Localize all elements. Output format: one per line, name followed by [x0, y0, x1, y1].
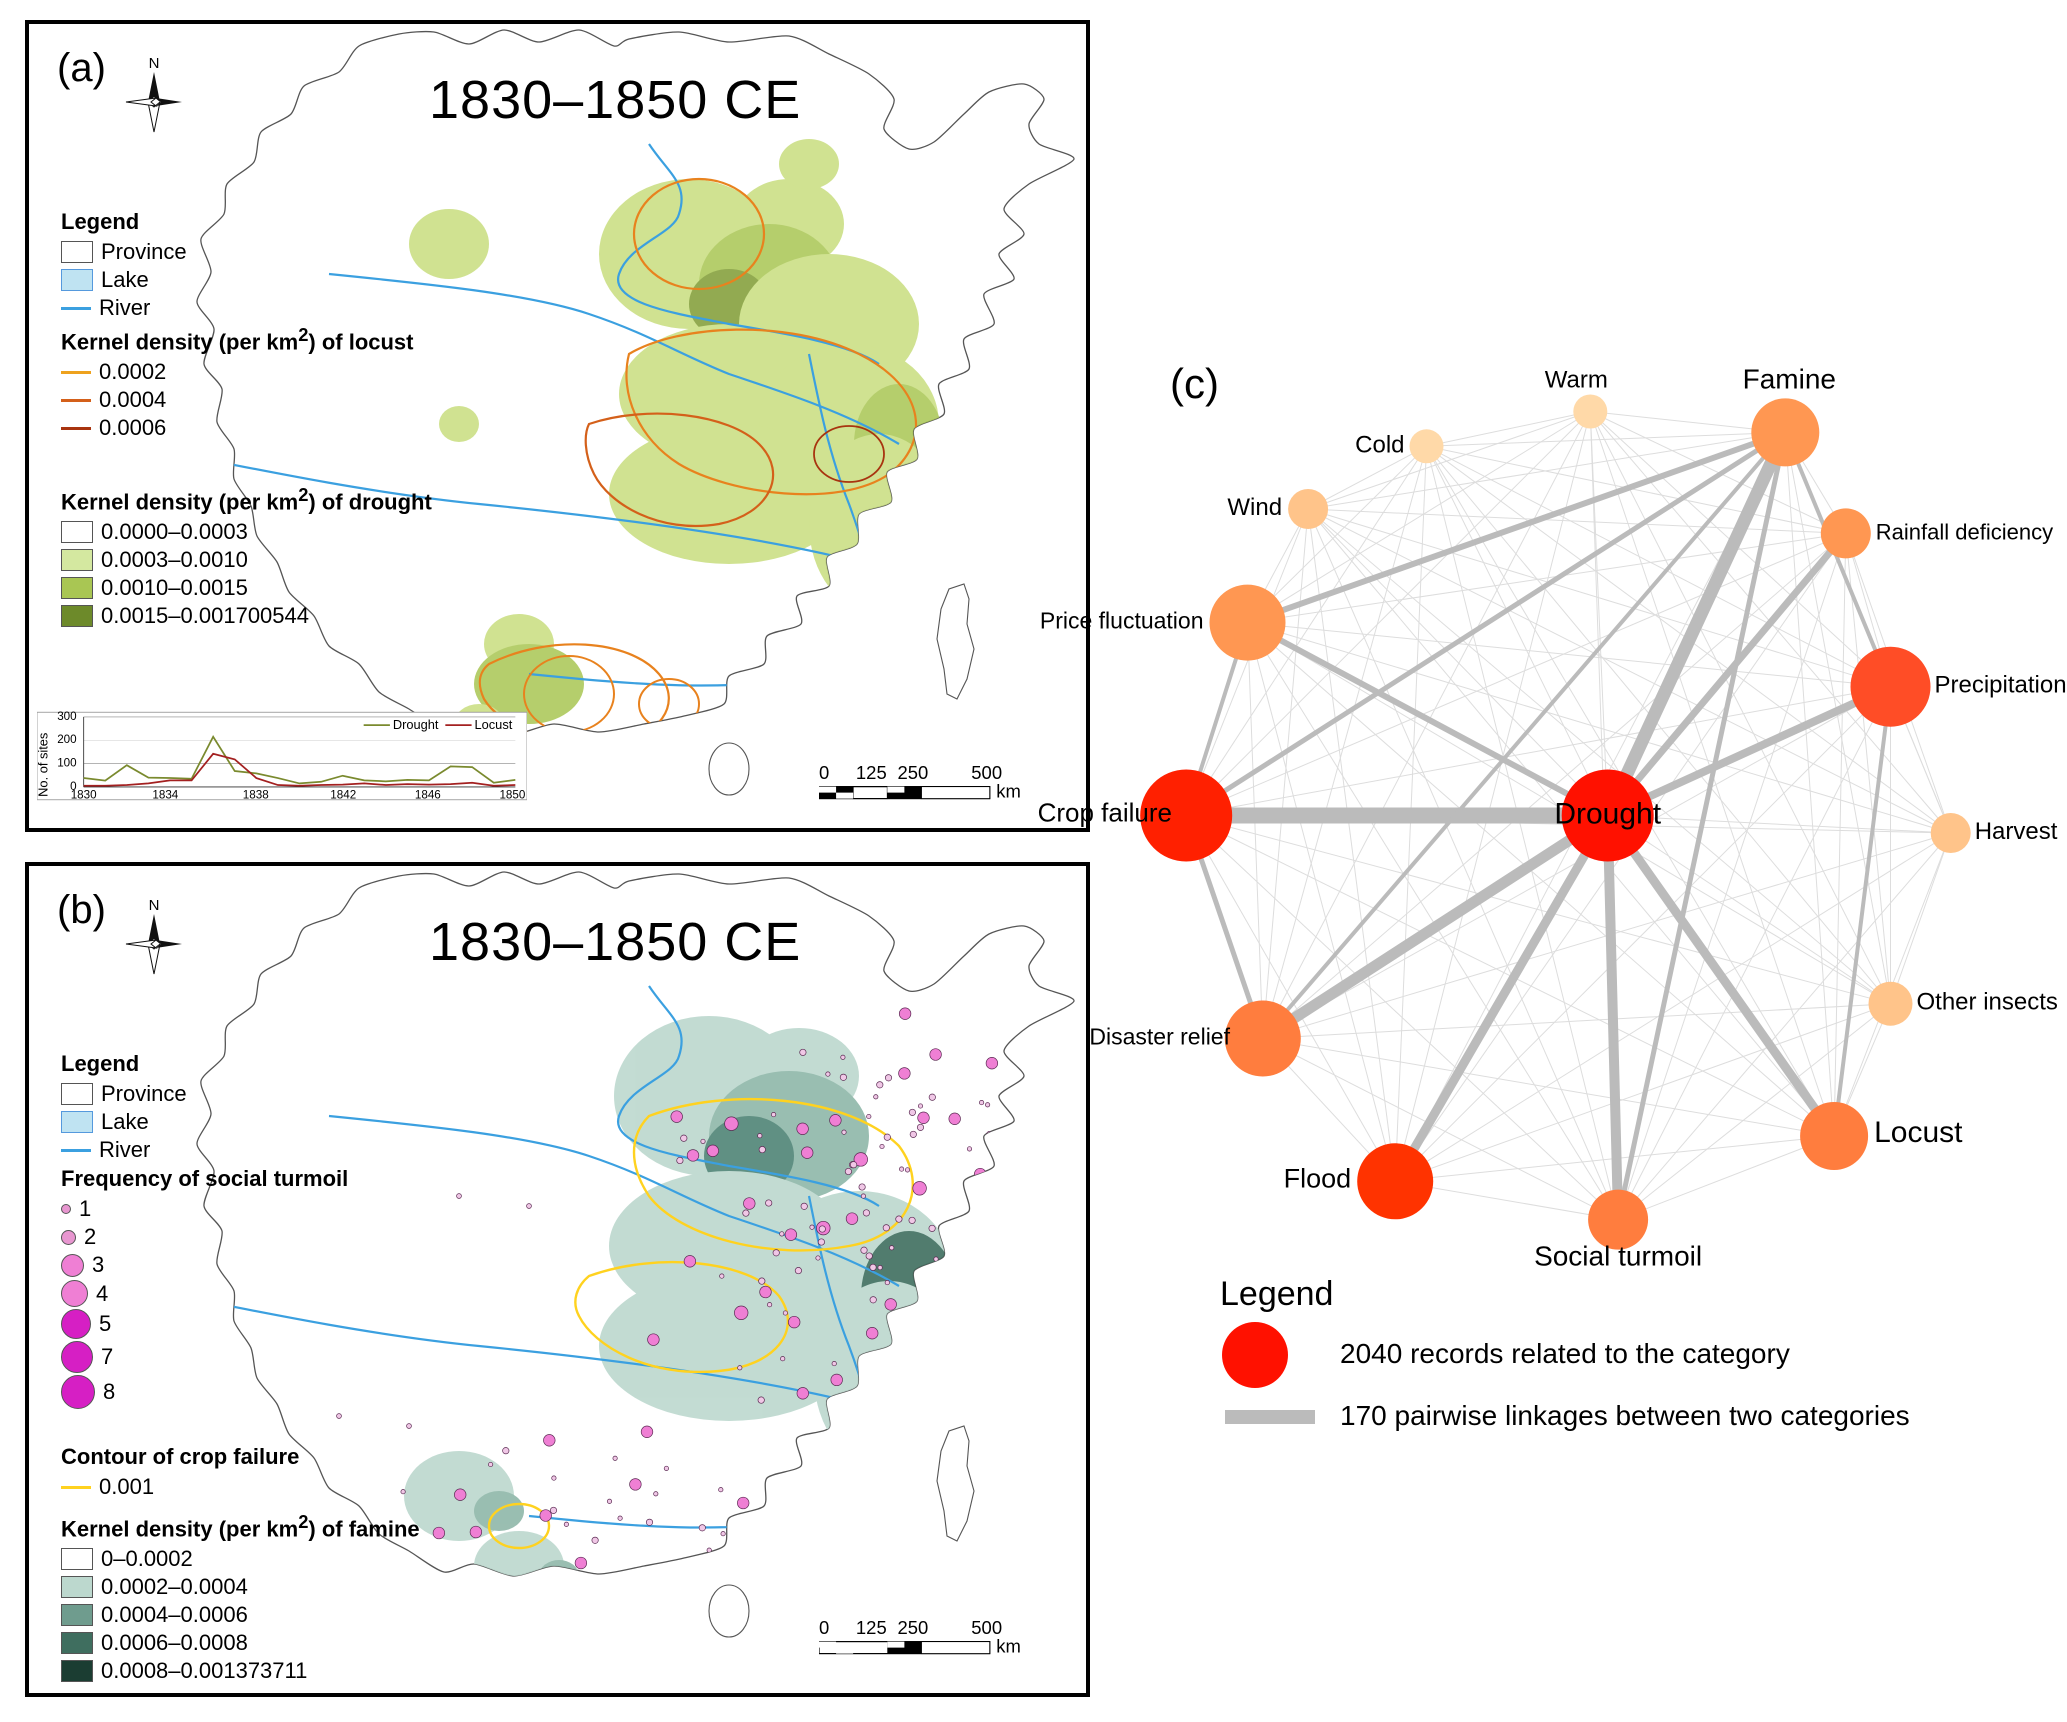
svg-text:1846: 1846: [415, 789, 441, 802]
svg-text:1850: 1850: [499, 789, 525, 802]
svg-text:250: 250: [897, 766, 928, 783]
svg-text:Flood: Flood: [1284, 1163, 1352, 1193]
svg-text:1830: 1830: [71, 789, 97, 802]
svg-text:km: km: [996, 781, 1021, 802]
svg-text:Crop failure: Crop failure: [1038, 798, 1172, 828]
svg-text:125: 125: [856, 1621, 887, 1638]
svg-text:100: 100: [57, 757, 77, 770]
svg-text:200: 200: [57, 733, 77, 746]
svg-text:125: 125: [856, 766, 887, 783]
svg-text:2040 records related to the ca: 2040 records related to the category: [1340, 1338, 1790, 1369]
svg-text:Price fluctuation: Price fluctuation: [1040, 608, 1204, 634]
svg-text:Wind: Wind: [1227, 494, 1282, 521]
svg-text:Other insects: Other insects: [1917, 989, 2058, 1016]
svg-text:Social turmoil: Social turmoil: [1534, 1241, 1702, 1272]
svg-text:170 pairwise linkages between: 170 pairwise linkages between two catego…: [1340, 1400, 1910, 1431]
svg-text:Warm: Warm: [1545, 367, 1608, 394]
svg-text:Cold: Cold: [1355, 431, 1404, 458]
svg-text:Disaster relief: Disaster relief: [1089, 1024, 1230, 1050]
svg-text:0: 0: [819, 766, 829, 783]
svg-text:N: N: [149, 55, 160, 72]
svg-text:Precipitation: Precipitation: [1935, 672, 2067, 699]
svg-text:km: km: [996, 1636, 1021, 1657]
svg-text:Drought: Drought: [1554, 798, 1661, 831]
svg-text:Harvest: Harvest: [1975, 818, 2058, 845]
svg-text:0: 0: [819, 1621, 829, 1638]
svg-text:1834: 1834: [152, 789, 178, 802]
svg-text:N: N: [149, 897, 160, 914]
svg-text:No. of sites: No. of sites: [37, 733, 51, 797]
svg-text:1838: 1838: [243, 789, 269, 802]
svg-text:Drought: Drought: [393, 717, 439, 732]
svg-text:1842: 1842: [330, 789, 356, 802]
svg-text:300: 300: [57, 710, 77, 723]
svg-text:Locust: Locust: [1874, 1116, 1963, 1149]
svg-text:Famine: Famine: [1743, 363, 1836, 394]
svg-text:Locust: Locust: [475, 717, 513, 732]
svg-text:250: 250: [897, 1621, 928, 1638]
svg-text:Rainfall deficiency: Rainfall deficiency: [1876, 519, 2053, 544]
